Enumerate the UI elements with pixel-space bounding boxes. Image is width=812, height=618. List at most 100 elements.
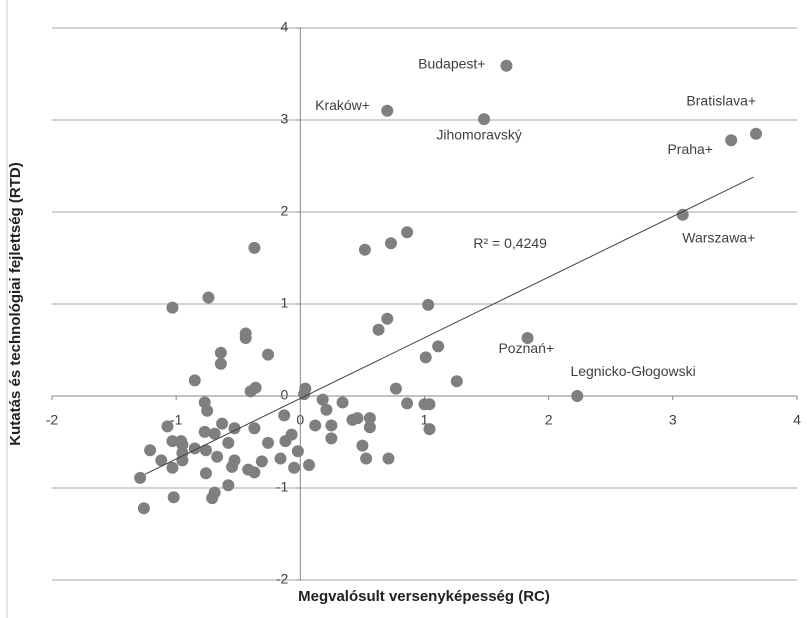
point (360, 452, 373, 465)
y-tick-label: 4 (281, 19, 289, 35)
point (167, 491, 180, 504)
point (176, 438, 189, 451)
point (291, 445, 304, 458)
y-tick-label: 2 (281, 203, 289, 219)
annotation: Legnicko-Głogowski (570, 363, 695, 379)
point (389, 382, 402, 395)
point (188, 374, 201, 387)
point (199, 444, 212, 457)
point (336, 396, 349, 409)
annotation: Kraków+ (315, 97, 370, 113)
point (279, 435, 292, 448)
point (423, 423, 436, 436)
point (222, 436, 235, 449)
annotation: R² = 0,4249 (473, 235, 547, 251)
point (248, 466, 261, 479)
point (244, 385, 257, 398)
point (214, 346, 227, 359)
point (161, 420, 174, 433)
point (320, 403, 333, 416)
y-tick-label: -2 (276, 571, 289, 587)
point (309, 419, 322, 432)
point (202, 291, 215, 304)
point (521, 332, 534, 345)
x-axis-label: Megvalósult versenyképesség (RC) (298, 588, 550, 605)
point (288, 461, 301, 474)
point (155, 454, 168, 467)
point (298, 388, 311, 401)
point (381, 312, 394, 325)
point (214, 357, 227, 370)
point (303, 459, 316, 471)
point (325, 432, 338, 445)
point (450, 375, 463, 388)
point (363, 421, 376, 434)
point (166, 301, 179, 314)
point (134, 471, 147, 484)
annotation: Jihomoravský (436, 126, 522, 142)
point (478, 113, 491, 126)
x-tick-label: 2 (545, 412, 553, 428)
point (222, 479, 235, 492)
point (137, 502, 150, 515)
point (725, 134, 738, 147)
point (351, 412, 364, 425)
x-tick-label: 1 (421, 412, 429, 428)
point (358, 243, 371, 256)
annotation: Bratislava+ (686, 92, 756, 108)
point (382, 452, 395, 465)
trendline (144, 176, 754, 475)
point (228, 422, 241, 435)
point (372, 323, 385, 336)
point (198, 425, 211, 438)
y-tick-label: 1 (281, 295, 289, 311)
point (356, 439, 369, 452)
point (278, 409, 291, 422)
point (262, 348, 275, 361)
point (201, 404, 214, 417)
annotation: Warszawa+ (682, 229, 755, 245)
point (571, 390, 584, 402)
point (211, 450, 224, 463)
point (750, 127, 763, 140)
point (676, 208, 689, 221)
point (208, 427, 221, 440)
point (384, 237, 397, 250)
point (401, 397, 414, 410)
point (423, 398, 436, 411)
annotation: Budapest+ (418, 56, 485, 72)
point (255, 455, 268, 468)
point (401, 226, 414, 239)
x-tick-label: 3 (669, 412, 677, 428)
point (144, 444, 157, 457)
point (422, 298, 435, 311)
point (166, 435, 179, 448)
point (274, 452, 287, 465)
y-axis-label: Kutatás és technológiai fejlettség (RTD) (7, 162, 24, 445)
x-tick-label: 4 (793, 412, 801, 428)
point (325, 419, 338, 432)
y-tick-label: 3 (281, 111, 289, 127)
x-tick-label: -2 (46, 412, 59, 428)
y-tick-label: -1 (276, 479, 289, 495)
point (216, 417, 229, 430)
point (166, 461, 179, 474)
point (206, 492, 219, 505)
point (419, 351, 432, 364)
point (432, 340, 445, 353)
point (199, 467, 212, 480)
point (500, 59, 513, 72)
point (248, 422, 261, 435)
point (239, 332, 252, 345)
y-tick-label: 0 (281, 387, 289, 403)
point (226, 460, 239, 473)
point (316, 393, 329, 406)
point (363, 412, 376, 425)
annotation: Poznań+ (498, 340, 554, 356)
point (381, 104, 394, 117)
point (248, 241, 261, 254)
point (262, 436, 275, 449)
x-tick-label: -1 (170, 412, 183, 428)
annotation: Praha+ (667, 141, 713, 157)
